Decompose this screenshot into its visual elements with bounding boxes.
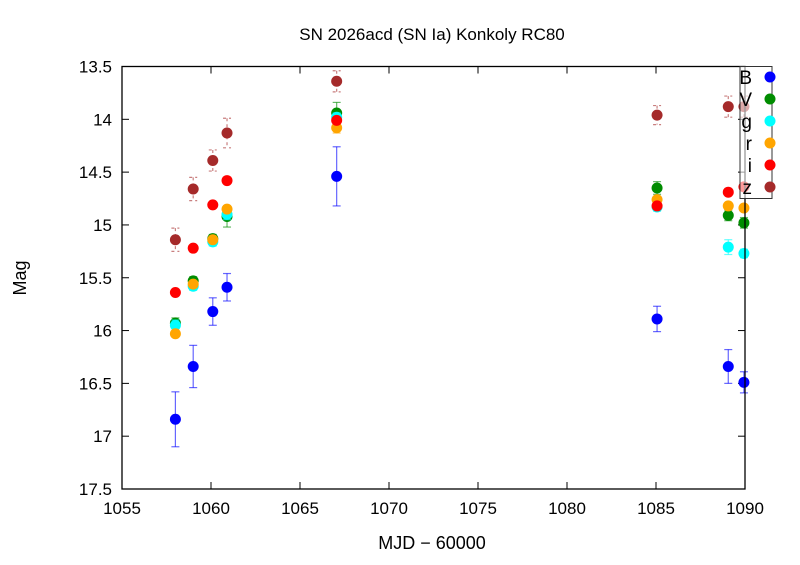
legend-marker-B <box>764 71 776 83</box>
series-B <box>169 146 750 448</box>
x-tick-label: 1090 <box>726 499 764 518</box>
data-point-g <box>738 247 750 259</box>
data-point-B <box>187 360 199 372</box>
x-tick-label: 1085 <box>637 499 675 518</box>
x-axis-label: MJD − 60000 <box>378 533 486 553</box>
data-point-r <box>207 234 219 246</box>
y-tick-label: 14.5 <box>79 163 112 182</box>
x-tick-label: 1060 <box>192 499 230 518</box>
data-point-r <box>738 202 750 214</box>
data-point-z <box>651 109 663 121</box>
data-point-V <box>651 182 663 194</box>
data-point-B <box>722 360 734 372</box>
data-point-i <box>651 200 663 212</box>
y-tick-label: 15.5 <box>79 269 112 288</box>
legend-marker-i <box>764 159 776 171</box>
data-point-r <box>221 203 233 215</box>
chart-title: SN 2026acd (SN Ia) Konkoly RC80 <box>299 25 565 44</box>
legend-box <box>739 66 773 199</box>
series-r <box>169 121 750 340</box>
data-point-i <box>722 186 734 198</box>
data-point-B <box>738 376 750 388</box>
data-point-B <box>651 313 663 325</box>
y-axis-label: Mag <box>10 260 30 295</box>
data-point-z <box>207 155 219 167</box>
data-point-B <box>207 306 219 318</box>
x-tick-label: 1055 <box>103 499 141 518</box>
y-tick-label: 15 <box>93 216 112 235</box>
data-point-B <box>331 170 343 182</box>
legend-label: r <box>746 134 753 155</box>
y-tick-label: 16 <box>93 322 112 341</box>
series-g <box>169 111 750 332</box>
data-point-i <box>169 287 181 299</box>
data-point-z <box>722 101 734 113</box>
x-tick-label: 1075 <box>459 499 497 518</box>
y-tick-label: 17 <box>93 427 112 446</box>
y-tick-label: 16.5 <box>79 374 112 393</box>
data-point-B <box>169 413 181 425</box>
data-point-z <box>221 127 233 139</box>
legend-label: z <box>743 178 753 199</box>
data-point-V <box>738 217 750 229</box>
y-tick-label: 17.5 <box>79 480 112 499</box>
series-z <box>169 70 750 252</box>
legend-marker-g <box>764 115 776 127</box>
legend-marker-z <box>764 181 776 193</box>
data-point-V <box>722 209 734 221</box>
data-point-i <box>221 175 233 187</box>
x-tick-label: 1070 <box>370 499 408 518</box>
legend-label: i <box>748 156 752 177</box>
series-V <box>169 101 750 330</box>
data-point-g <box>722 241 734 253</box>
x-tick-label: 1080 <box>548 499 586 518</box>
data-point-g <box>169 319 181 331</box>
legend-label: B <box>739 68 752 89</box>
legend-marker-r <box>764 137 776 149</box>
data-point-r <box>722 200 734 212</box>
y-tick-label: 14 <box>93 110 112 129</box>
data-point-B <box>221 281 233 293</box>
legend-marker-V <box>764 93 776 105</box>
legend-label: g <box>741 112 752 133</box>
x-tick-label: 1065 <box>281 499 319 518</box>
data-point-z <box>169 234 181 246</box>
data-point-r <box>187 278 199 290</box>
y-tick-label: 13.5 <box>79 58 112 77</box>
series-i <box>169 114 750 299</box>
data-point-i <box>331 114 343 126</box>
data-point-z <box>187 183 199 195</box>
data-point-r <box>169 328 181 340</box>
data-point-i <box>207 199 219 211</box>
data-point-z <box>331 75 343 87</box>
plot-frame <box>121 65 746 490</box>
legend-label: V <box>739 90 752 111</box>
data-point-i <box>187 242 199 254</box>
